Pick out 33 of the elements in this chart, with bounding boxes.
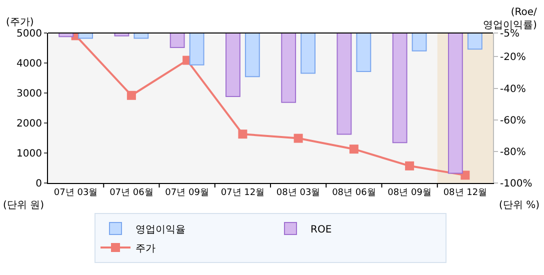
y-tick-label: 4000 [16, 58, 42, 70]
x-tick-label: 08년 06월 [332, 188, 376, 198]
y-tick-label: 1000 [16, 148, 42, 160]
point [460, 170, 470, 180]
y2-tick-label: -20% [500, 52, 526, 64]
point [126, 90, 136, 100]
point [294, 134, 303, 143]
text: (단위 %) [499, 200, 540, 211]
x-tick-label: 07년 12월 [220, 188, 265, 198]
y-axis-title: (주가) [6, 17, 34, 28]
y-tick-label: 3000 [16, 88, 42, 100]
y2-tick-label: -60% [500, 115, 526, 126]
x-tick-label: 07년 06월 [110, 188, 154, 198]
x-tick-label: 07년 03월 [54, 188, 98, 198]
y2-tick-label: -80% [500, 146, 526, 158]
text: (단위 원) [3, 200, 44, 211]
y-tick-label: 5000 [16, 28, 42, 40]
y2-tick-label: -5% [500, 28, 520, 40]
x-tick-label: 08년 03월 [276, 188, 320, 198]
x-tick-label: 07년 09월 [165, 188, 209, 198]
legend-label: 주가 [136, 243, 156, 254]
legend-label: ROE [310, 224, 332, 236]
point [405, 161, 414, 170]
point [349, 144, 358, 154]
x-tick-label: 08년 12월 [443, 188, 488, 198]
legend-label: 영업이익율 [136, 224, 186, 236]
point [238, 130, 248, 139]
y2-tick-label: -40% [500, 84, 526, 95]
y-tick-label: 0 [36, 178, 42, 190]
y2-axis-title: (Roe/ 영업이익률) [483, 7, 538, 31]
x-tick-label: 08년 09월 [388, 188, 432, 198]
y-tick-label: 2000 [16, 118, 42, 130]
y2-tick-label: -100% [500, 178, 532, 190]
